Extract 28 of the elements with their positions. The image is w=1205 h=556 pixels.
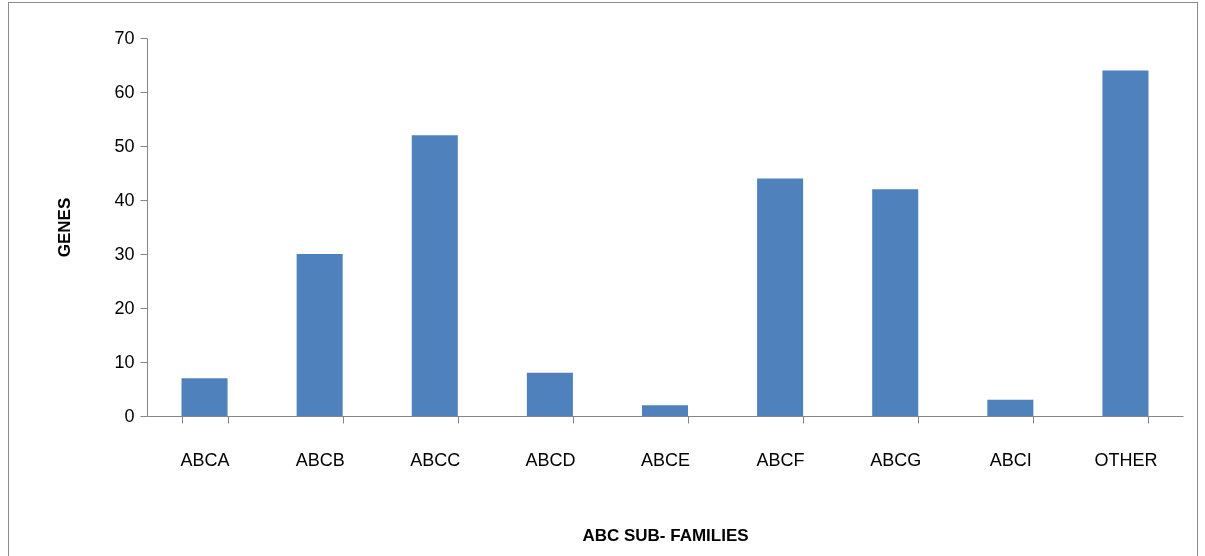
bar [757, 178, 804, 416]
x-tick-label: OTHER [1094, 449, 1158, 470]
bar [296, 254, 343, 416]
y-tick-label: 40 [114, 189, 135, 210]
x-tick-label: ABCC [410, 449, 461, 470]
bar [411, 135, 458, 416]
x-tick-label: ABCD [525, 449, 576, 470]
y-axis-title: GENES [55, 197, 75, 258]
y-tick-label: 70 [114, 27, 135, 48]
x-tick-label: ABCE [640, 449, 691, 470]
bar [181, 378, 228, 416]
y-tick-label: 10 [114, 351, 135, 372]
x-tick-label: ABCA [180, 449, 230, 470]
bar [641, 405, 689, 416]
y-tick-label: 60 [114, 81, 135, 102]
x-tick-label: ABCI [989, 449, 1032, 470]
bar [1102, 70, 1149, 416]
x-axis-title: ABC SUB- FAMILIES [582, 525, 749, 545]
x-tick-label: ABCB [295, 449, 345, 470]
y-tick-label: 20 [114, 297, 135, 318]
bar [872, 189, 919, 416]
y-tick-label: 0 [124, 405, 135, 426]
x-tick-label: ABCG [870, 449, 922, 470]
y-tick-label: 30 [114, 243, 135, 264]
bar [526, 372, 573, 416]
bar [987, 399, 1034, 416]
y-tick-label: 50 [114, 135, 135, 156]
x-tick-label: ABCF [756, 449, 805, 470]
